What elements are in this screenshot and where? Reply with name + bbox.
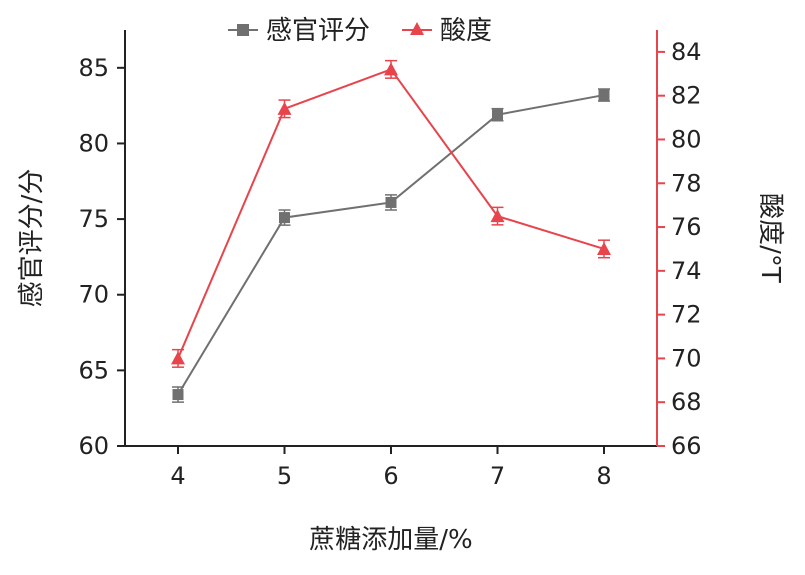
x-tick-label: 7 (490, 462, 505, 490)
right-y-axis-title: 酸度/°T (755, 193, 785, 283)
left-y-axis-title: 感官评分/分 (17, 169, 47, 308)
legend: 感官评分 酸度 (228, 16, 492, 46)
left-tick-label: 65 (78, 356, 109, 384)
data-point-square (385, 196, 397, 208)
x-tick-label: 5 (277, 462, 292, 490)
right-tick-label: 66 (671, 432, 702, 460)
right-tick-label: 84 (671, 38, 702, 66)
data-point-triangle (490, 209, 505, 223)
x-tick-label: 6 (383, 462, 398, 490)
x-tick-label: 4 (170, 462, 185, 490)
right-tick-label: 72 (671, 301, 702, 329)
right-tick-label: 78 (671, 169, 702, 197)
x-axis-title: 蔗糖添加量/% (309, 525, 472, 555)
right-tick-label: 80 (671, 125, 702, 153)
left-tick-label: 75 (78, 205, 109, 233)
x-tick-label: 8 (596, 462, 611, 490)
data-point-square (598, 89, 610, 101)
legend-label-sensory: 感官评分 (266, 16, 370, 46)
left-tick-label: 85 (78, 54, 109, 82)
right-tick-label: 82 (671, 82, 702, 110)
right-tick-label: 76 (671, 213, 702, 241)
right-tick-label: 68 (671, 388, 702, 416)
data-point-square (279, 212, 290, 224)
left-tick-label: 70 (78, 281, 109, 309)
data-point-square (492, 109, 503, 121)
legend-marker-triangle (410, 22, 424, 35)
data-point-triangle (384, 62, 398, 76)
left-tick-label: 60 (78, 432, 109, 460)
legend-label-acidity: 酸度 (440, 16, 492, 46)
data-point-triangle (277, 101, 292, 115)
data-point-triangle (597, 241, 611, 255)
legend-marker-square (237, 24, 249, 36)
data-point-triangle (171, 351, 185, 365)
right-tick-label: 70 (671, 344, 702, 372)
left-tick-label: 80 (78, 129, 109, 157)
data-point-square (172, 389, 184, 401)
series-layer (171, 59, 611, 403)
right-tick-label: 74 (671, 257, 702, 285)
